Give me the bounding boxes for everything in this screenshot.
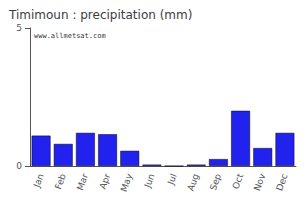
- svg-text:0: 0: [16, 161, 22, 171]
- svg-text:Mar: Mar: [75, 172, 90, 192]
- svg-text:Timimoun : precipitation (mm): Timimoun : precipitation (mm): [8, 8, 192, 22]
- svg-text:Nov: Nov: [252, 172, 268, 193]
- svg-text:Oct: Oct: [231, 172, 246, 190]
- svg-text:www.allmetsat.com: www.allmetsat.com: [34, 32, 106, 40]
- svg-text:Sep: Sep: [208, 172, 223, 192]
- svg-text:Dec: Dec: [274, 172, 289, 192]
- svg-text:Apr: Apr: [98, 172, 113, 190]
- svg-text:May: May: [119, 172, 135, 194]
- svg-text:5: 5: [16, 23, 22, 33]
- svg-text:Jun: Jun: [142, 172, 157, 190]
- svg-text:Aug: Aug: [186, 172, 201, 192]
- svg-text:Jul: Jul: [165, 172, 178, 187]
- svg-text:Jan: Jan: [31, 172, 45, 189]
- svg-text:Feb: Feb: [53, 172, 68, 191]
